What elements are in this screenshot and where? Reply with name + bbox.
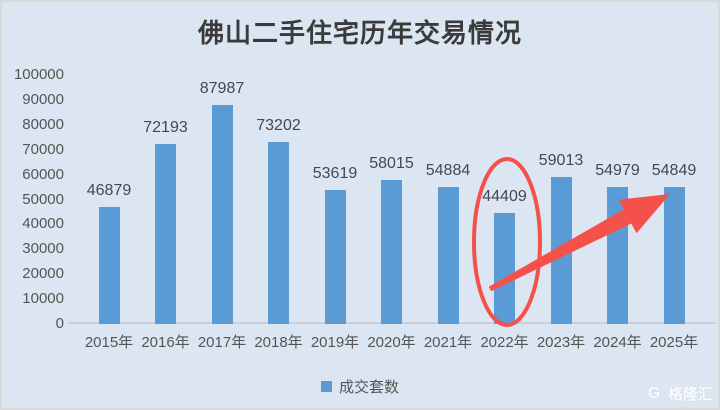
bar [663,187,685,324]
x-axis-tick-label: 2019年 [310,334,360,351]
y-axis-tick-label: 20000 [22,265,64,283]
gelonghui-logo-icon: G [647,384,661,402]
bar-value-label: 54979 [595,162,640,180]
bar [98,207,120,324]
legend-swatch [320,381,332,392]
x-axis-tick-label: 2024年 [593,334,642,351]
x-axis-tick-label: 2017年 [197,334,247,351]
watermark-text: 格隆汇 [667,386,713,403]
bar [324,190,346,324]
watermark: G 格隆汇 [644,383,713,404]
bar-value-label: 54849 [651,162,697,180]
x-axis-tick-label: 2016年 [141,334,190,351]
y-axis-tick-label: 10000 [22,290,64,308]
x-axis-tick-label: 2021年 [423,334,473,351]
y-axis-tick-label: 40000 [22,215,64,233]
bar [211,104,233,324]
y-axis-tick-label: 30000 [22,240,64,258]
x-axis-tick-label: 2025年 [649,334,699,351]
y-axis-tick-label: 60000 [22,165,64,183]
bar [607,187,628,324]
bar-value-label: 58015 [369,154,414,172]
x-axis-tick-label: 2018年 [254,334,303,351]
bar [268,141,289,324]
bar-value-label: 44409 [482,188,527,206]
y-axis-tick-label: 70000 [22,140,64,158]
bar [494,213,515,324]
y-axis-tick-label: 50000 [22,190,64,208]
x-axis-tick-label: 2023年 [536,334,586,351]
legend: 成交套数 [2,376,718,397]
chart-title: 佛山二手住宅历年交易情况 [197,19,522,49]
bar-value-label: 73202 [256,116,301,134]
bar-value-label: 46879 [86,182,132,200]
y-axis-tick-label: 0 [55,315,64,332]
bar-value-label: 72193 [143,119,188,137]
bar [155,144,176,324]
y-axis-tick-label: 80000 [22,115,64,133]
legend-label: 成交套数 [338,379,399,396]
x-axis-tick-label: 2022年 [480,334,529,351]
y-axis-tick-label: 90000 [22,90,64,108]
bar-value-label: 53619 [312,165,358,183]
bar-value-label: 59013 [538,152,584,170]
y-axis-tick-label: 100000 [13,66,64,83]
bar-value-label: 54884 [425,162,471,180]
bar [381,179,402,324]
bar [550,177,572,324]
x-axis-tick-label: 2020年 [367,334,416,351]
bar [437,187,459,324]
bar-value-label: 87987 [199,79,245,97]
x-axis-tick-label: 2015年 [84,334,134,351]
